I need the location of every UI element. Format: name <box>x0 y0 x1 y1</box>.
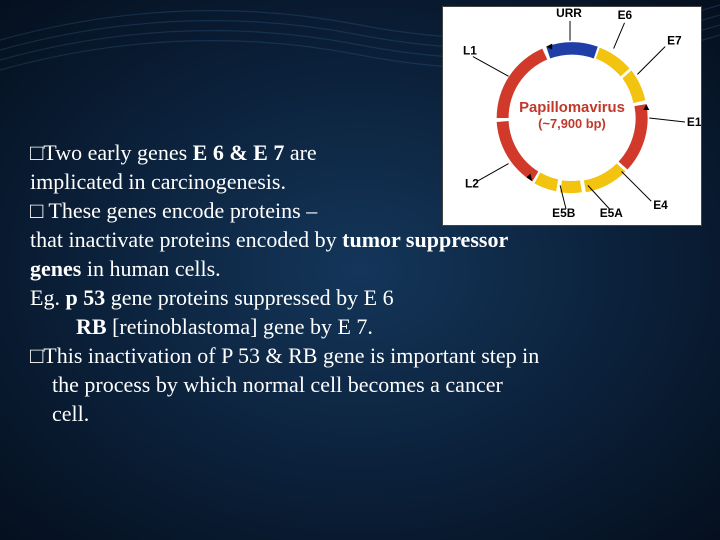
diagram-center-sub: (~7,900 bp) <box>538 116 606 131</box>
line-8: □This inactivation of P 53 & RB gene is … <box>30 341 690 370</box>
line-10: cell. <box>30 399 690 428</box>
line-2: implicated in carcinogenesis. <box>30 167 690 196</box>
bullet-icon: □ <box>30 198 43 223</box>
line-3: □ These genes encode proteins – <box>30 196 690 225</box>
line-9: the process by which normal cell becomes… <box>30 370 690 399</box>
line-1: □Two early genes E 6 & E 7 are <box>30 138 690 167</box>
label-e1: E1 <box>687 115 701 129</box>
line-7: RB [retinoblastoma] gene by E 7. <box>30 312 690 341</box>
slide-text-block: □Two early genes E 6 & E 7 are implicate… <box>30 138 690 428</box>
diagram-center-title: Papillomavirus <box>519 100 625 116</box>
label-e6: E6 <box>618 8 633 22</box>
label-e7: E7 <box>667 34 682 48</box>
bullet-icon: □ <box>30 140 43 165</box>
line-5: genes in human cells. <box>30 254 690 283</box>
line-6: Eg. p 53 gene proteins suppressed by E 6 <box>30 283 690 312</box>
bullet-icon: □ <box>30 343 43 368</box>
line-4: that inactivate proteins encoded by tumo… <box>30 225 690 254</box>
label-urr: URR <box>556 7 582 20</box>
label-l1: L1 <box>463 44 477 58</box>
